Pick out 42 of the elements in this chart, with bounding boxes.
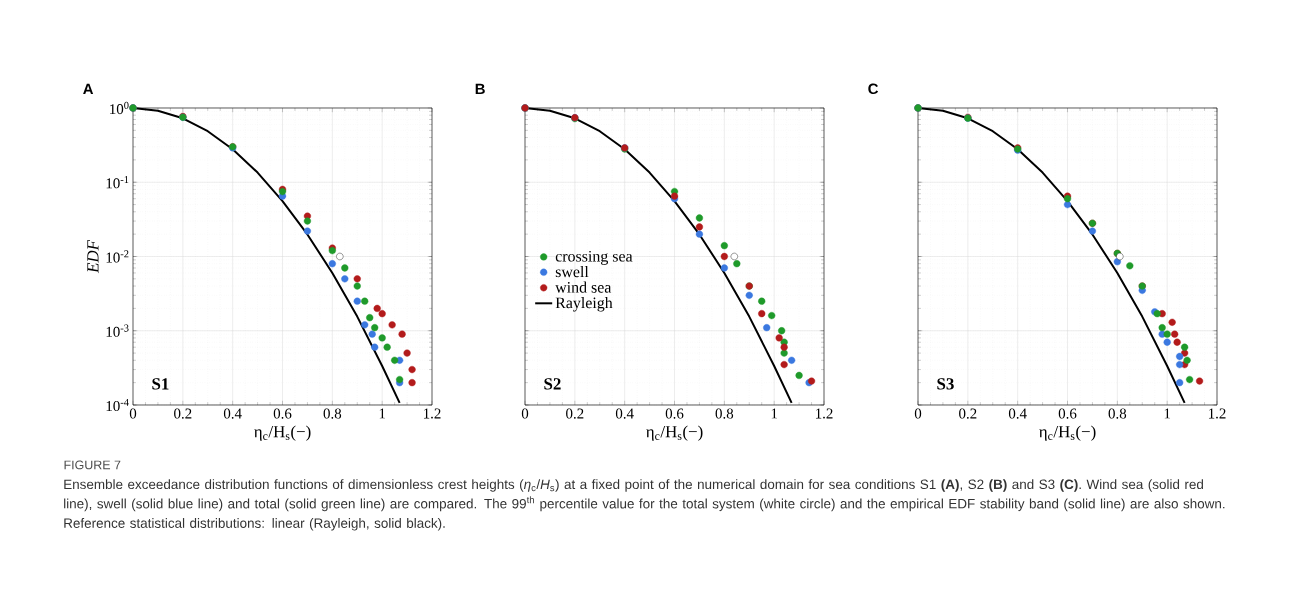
chart-title: C [868,83,879,95]
x-tick-label: 0 [521,408,529,419]
y-tick-label: 10$^{-2}$ [106,250,129,263]
x-tick-label: 0.6 [273,408,292,419]
x-tick-label: 0.4 [1008,408,1027,419]
x-tick-label: 0.2 [174,408,192,419]
chart-title: B [475,83,485,95]
x-tick-label: 0.6 [665,408,684,419]
y-tick-label: 10$^{0}$ [110,101,129,115]
x-tick-label: 0.8 [323,408,342,419]
annotation: S2 [544,378,561,390]
x-tick-label: 1 [771,408,778,419]
text: Ensemble exceedance distribution functions of dimensionless crest heights (η$_{c}$/H$_{s}$) at a fixed point of the numerical domain for sea conditions S1 (A), S2 (B) and S3 (C). Wind sea (solid red line), swell (solid blue line) and total (solid green line) are compared. The 99$^{th}$ percentile value for the total system (white circle) and the empirical EDF stability band (solid line) are also shown. Reference statistical distributions: linear (Rayleigh, solid black). [64,479,1225,531]
x-tick-label: 1.2 [1208,408,1226,419]
x-tick-label: 0.2 [959,408,977,419]
x-axis-title: η$_{c}$/H$_{s}$(−) [254,425,311,441]
x-tick-label: 1.2 [423,408,441,419]
x-tick-label: 1 [1164,408,1171,419]
x-tick-label: 0.8 [715,408,734,419]
caption: FIGURE 7 [64,460,121,470]
x-axis-title: η$_{c}$/H$_{s}$(−) [646,425,703,441]
x-tick-label: 1 [379,408,386,419]
legend-label: wind sea [555,281,612,293]
x-tick-label: 0 [914,408,922,419]
x-tick-label: 0.8 [1108,408,1127,419]
annotation: S3 [937,378,954,390]
x-tick-label: 0.4 [615,408,634,419]
annotation: S1 [152,378,169,390]
x-tick-label: 0.2 [566,408,584,419]
legend-label: swell [555,265,589,278]
y-tick-label: 10$^{-3}$ [106,324,129,337]
legend-label: crossing sea [555,250,633,265]
x-tick-label: 0.4 [223,408,242,419]
legend-label: Rayleigh [555,297,613,312]
y-tick-label: 10$^{-4}$ [106,398,129,412]
x-axis-title: η$_{c}$/H$_{s}$(−) [1039,425,1096,441]
chart-title: A [83,83,94,95]
x-tick-label: 0.6 [1058,408,1077,419]
y-tick-label: 10$^{-1}$ [106,176,129,189]
x-tick-label: 1.2 [815,408,833,419]
x-tick-label: 0 [129,408,137,419]
y-axis-title: EDF [87,239,99,274]
